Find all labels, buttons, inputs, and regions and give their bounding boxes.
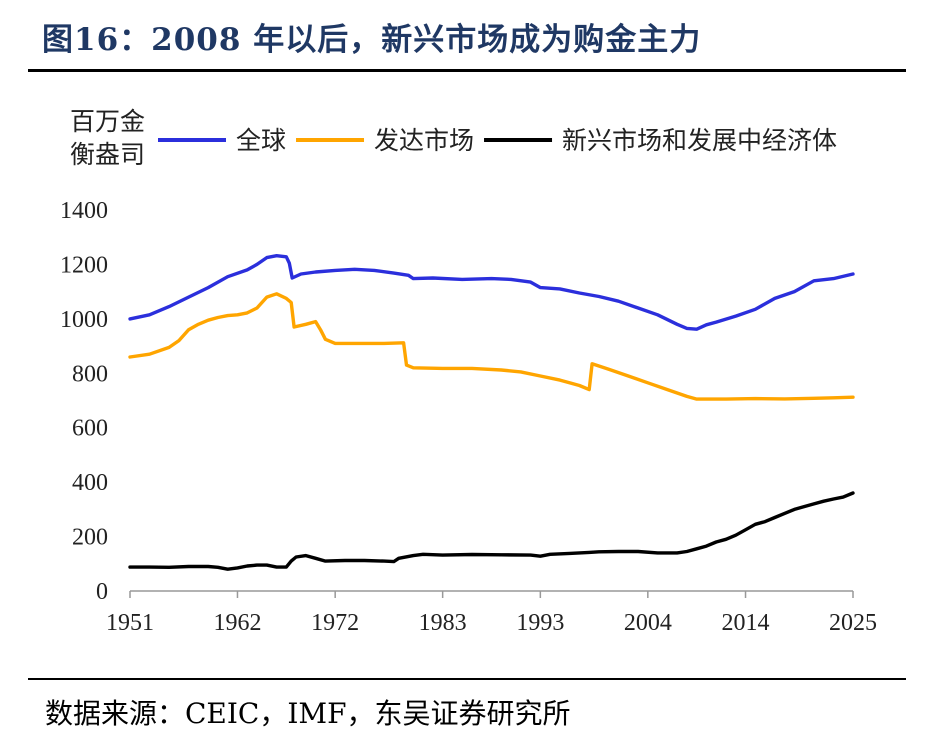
legend-label-0: 全球 [236, 126, 286, 155]
series-line-1 [128, 292, 855, 401]
x-tick-label: 1962 [213, 610, 261, 636]
y-unit-label-line1: 百万金 [70, 107, 145, 136]
y-tick-label: 600 [72, 416, 108, 442]
y-tick-label: 1400 [60, 198, 108, 224]
legend-label-1: 发达市场 [374, 126, 474, 155]
y-tick-label: 400 [72, 470, 108, 496]
x-tick-label: 2025 [829, 610, 877, 636]
y-tick-label: 800 [72, 361, 108, 387]
x-tick-label: 1951 [106, 610, 154, 636]
chart-area: 百万金 衡盎司 全球 发达市场 新兴市场和发展中经济体 0 200 400 600 800 1… [60, 107, 877, 636]
footer-divider [28, 678, 906, 680]
y-tick-label: 1200 [60, 252, 108, 278]
series-group [128, 254, 855, 571]
title-divider [28, 69, 906, 72]
x-tick-label: 2014 [722, 610, 770, 636]
x-tick-label: 1972 [311, 610, 359, 636]
y-tick-label: 200 [72, 525, 108, 551]
y-unit-label-line2: 衡盎司 [70, 140, 145, 169]
legend-label-2: 新兴市场和发展中经济体 [562, 126, 837, 155]
axes: 0 200 400 600 800 1000 1200 1400 1951 1962 1972 198… [60, 198, 877, 636]
source-note: 数据来源：CEIC，IMF，东吴证券研究所 [45, 697, 571, 730]
page-title: 图16：2008 年以后，新兴市场成为购金主力 [42, 22, 702, 58]
x-tick-label: 1983 [419, 610, 467, 636]
series-line-2 [128, 491, 855, 571]
series-line-0 [128, 254, 855, 331]
legend: 全球 发达市场 新兴市场和发展中经济体 [158, 126, 837, 155]
x-tick-label: 2004 [624, 610, 672, 636]
x-tick-label: 1993 [516, 610, 564, 636]
y-tick-label: 1000 [60, 307, 108, 333]
y-tick-label: 0 [96, 579, 108, 605]
